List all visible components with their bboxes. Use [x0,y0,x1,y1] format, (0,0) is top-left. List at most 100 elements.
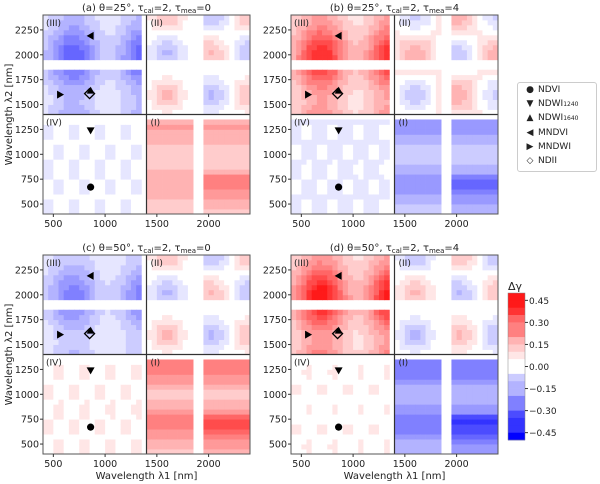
heatmap-cell-IV [99,399,106,405]
heatmap-cell-I [234,174,241,180]
title-part: cal [144,7,154,15]
heatmap-cell-III [58,44,65,51]
heatmap-cell-I [146,444,153,450]
heatmap-cell-I [482,119,489,125]
heatmap-cell-IV [94,439,101,445]
heatmap-cell-IV [74,164,80,170]
heatmap-cell-III [332,269,338,276]
heatmap-cell-I [167,409,173,415]
heatmap-cell-III [291,289,297,296]
heatmap-cell-I [466,159,473,165]
heatmap-cell-I [151,199,158,205]
heatmap-cell-III [368,69,375,76]
heatmap-cell-I [218,359,225,365]
heatmap-cell-III [368,334,375,340]
heatmap-cell-I [172,394,178,400]
heatmap-cell-I [146,129,153,135]
heatmap-cell-IV [332,209,338,215]
heatmap-cell-IV [363,449,370,455]
heatmap-cell-I [224,419,230,425]
heatmap-cell-I [218,434,225,440]
heatmap-cell-IV [291,154,297,160]
heatmap-cell-I [244,119,251,125]
heatmap-cell-I [234,434,241,440]
heatmap-cell-II [218,99,225,105]
heatmap-cell-IV [136,144,142,150]
heatmap-cell-III [110,99,116,105]
heatmap-cell-I [146,159,153,165]
heatmap-cell-IV [130,129,137,135]
heatmap-cell-III [120,349,127,355]
heatmap-cell-III [120,84,127,91]
heatmap-cell-IV [68,419,75,425]
heatmap-cell-III [105,349,111,355]
heatmap-cell-IV [94,184,101,190]
heatmap-cell-III [311,49,318,56]
heatmap-cell-III [353,344,359,350]
heatmap-cell-III [347,79,354,86]
heatmap-cell-IV [291,359,297,365]
heatmap-cell-II [218,289,225,296]
x-tick-label: 2000 [445,219,469,230]
heatmap-cell-I [244,429,251,435]
heatmap-cell-I [472,149,478,155]
heatmap-cell-IV [316,374,323,380]
heatmap-cell-I [415,144,421,150]
heatmap-cell-II [172,89,178,96]
heatmap-cell-I [218,119,225,125]
heatmap-cell-III [84,44,90,51]
heatmap-cell-III [94,344,101,350]
heatmap-cell-II [162,79,168,86]
heatmap-cell-II [224,29,230,36]
heatmap-cell-I [456,144,463,150]
heatmap-cell-IV [332,129,338,135]
heatmap-cell-III [43,274,49,281]
heatmap-cell-I [399,164,406,170]
heatmap-cell-II [466,34,473,41]
heatmap-cell-I [213,419,220,425]
heatmap-cell-III [89,284,96,291]
heatmap-cell-II [415,29,421,36]
heatmap-cell-I [203,199,210,205]
heatmap-cell-II [229,89,235,96]
heatmap-cell-III [327,34,333,41]
heatmap-cell-IV [311,159,318,165]
heatmap-cell-III [337,109,344,115]
heatmap-cell-III [105,334,111,340]
heatmap-cell-IV [68,369,75,375]
heatmap-cell-IV [291,434,297,440]
heatmap-cell-III [105,259,111,266]
heatmap-cell-III [125,99,132,105]
heatmap-cell-I [404,189,411,195]
heatmap-cell-III [48,24,54,31]
heatmap-cell-III [373,334,380,340]
heatmap-cell-IV [311,394,318,400]
heatmap-cell-III [53,264,59,271]
heatmap-cell-II [482,99,489,105]
heatmap-cell-IV [327,189,333,195]
heatmap-cell-II [229,109,235,115]
heatmap-cell-IV [74,194,80,200]
heatmap-cell-III [353,74,359,81]
heatmap-cell-I [451,179,458,185]
heatmap-cell-III [48,15,54,21]
heatmap-cell-II [394,279,401,286]
heatmap-cell-I [151,439,158,445]
heatmap-cell-II [425,84,432,91]
heatmap-cell-IV [306,144,313,150]
heatmap-cell-III [353,99,359,105]
heatmap-cell-III [94,24,101,31]
heatmap-cell-IV [89,359,96,365]
heatmap-cell-II [182,89,189,96]
heatmap-cell-I [224,139,230,145]
heatmap-cell-III [342,344,349,350]
heatmap-cell-I [456,124,463,130]
heatmap-cell-I [162,434,168,440]
heatmap-cell-III [115,84,122,91]
heatmap-cell-III [94,104,101,110]
heatmap-cell-II [492,49,499,56]
heatmap-cell-I [466,144,473,150]
heatmap-cell-IV [296,149,302,155]
heatmap-cell-I [244,434,251,440]
heatmap-cell-IV [316,404,323,410]
